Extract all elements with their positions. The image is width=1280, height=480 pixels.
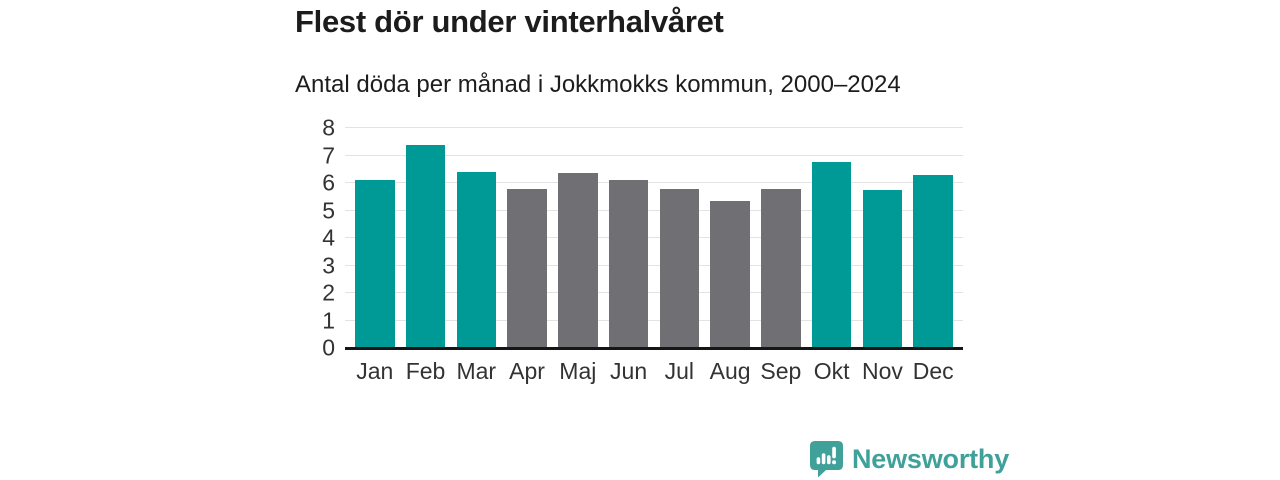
bar-feb [405, 144, 446, 348]
bars-layer [345, 128, 963, 348]
chart-title: Flest dör under vinterhalvåret [295, 4, 724, 39]
brand-name: Newsworthy [852, 444, 1010, 474]
plot-area [345, 127, 963, 350]
x-tick-label-dec: Dec [912, 358, 954, 384]
y-tick-label: 0 [322, 334, 335, 361]
bar-mar [456, 172, 497, 348]
y-tick-label: 2 [322, 279, 335, 306]
y-tick-label: 4 [322, 224, 335, 251]
gridline [345, 319, 963, 321]
bar-jul [659, 188, 700, 348]
y-tick-label: 8 [322, 114, 335, 141]
x-tick-label-feb: Feb [405, 358, 446, 384]
bar-jun [608, 180, 649, 348]
x-tick-label-nov: Nov [861, 358, 903, 384]
x-tick-label-maj: Maj [559, 358, 597, 384]
x-tick-label-jan: Jan [356, 358, 394, 384]
bar-nov [862, 189, 903, 348]
gridline [345, 292, 963, 293]
x-tick-label-jun: Jun [610, 358, 648, 384]
bar-sep [761, 188, 801, 348]
bar-okt [811, 162, 852, 348]
x-tick-label-mar: Mar [456, 358, 497, 384]
gridline [345, 154, 963, 156]
x-tick-label-jul: Jul [664, 358, 695, 384]
y-tick-label: 3 [322, 252, 335, 278]
x-tick-label-apr: Apr [509, 358, 545, 384]
chart-subtitle: Antal döda per månad i Jokkmokks kommun,… [295, 71, 901, 98]
x-tick-label-okt: Okt [813, 358, 850, 384]
bar-dec [913, 174, 953, 348]
gridline [345, 237, 963, 238]
y-tick-label: 5 [322, 197, 335, 223]
x-tick-label-aug: Aug [709, 358, 751, 384]
gridline [345, 182, 963, 183]
bar-aug [710, 200, 750, 348]
x-axis-labels: Jan Feb Mar Apr Maj Jun Jul Aug Sep Okt Nov Dec [345, 358, 963, 385]
bar-maj [558, 173, 598, 348]
bar-jan [355, 180, 395, 348]
gridline [345, 264, 963, 266]
brand-link[interactable]: Newsworthy [810, 441, 1009, 478]
gridline [345, 209, 963, 211]
bar-chart-speech-bubble-icon [810, 441, 843, 478]
y-tick-label: 1 [322, 307, 335, 333]
x-tick-label-sep: Sep [760, 358, 802, 384]
gridline [345, 127, 963, 128]
bar-apr [507, 188, 547, 348]
y-tick-label: 7 [322, 142, 335, 168]
x-axis-line [345, 347, 963, 350]
y-tick-label: 6 [322, 169, 335, 196]
